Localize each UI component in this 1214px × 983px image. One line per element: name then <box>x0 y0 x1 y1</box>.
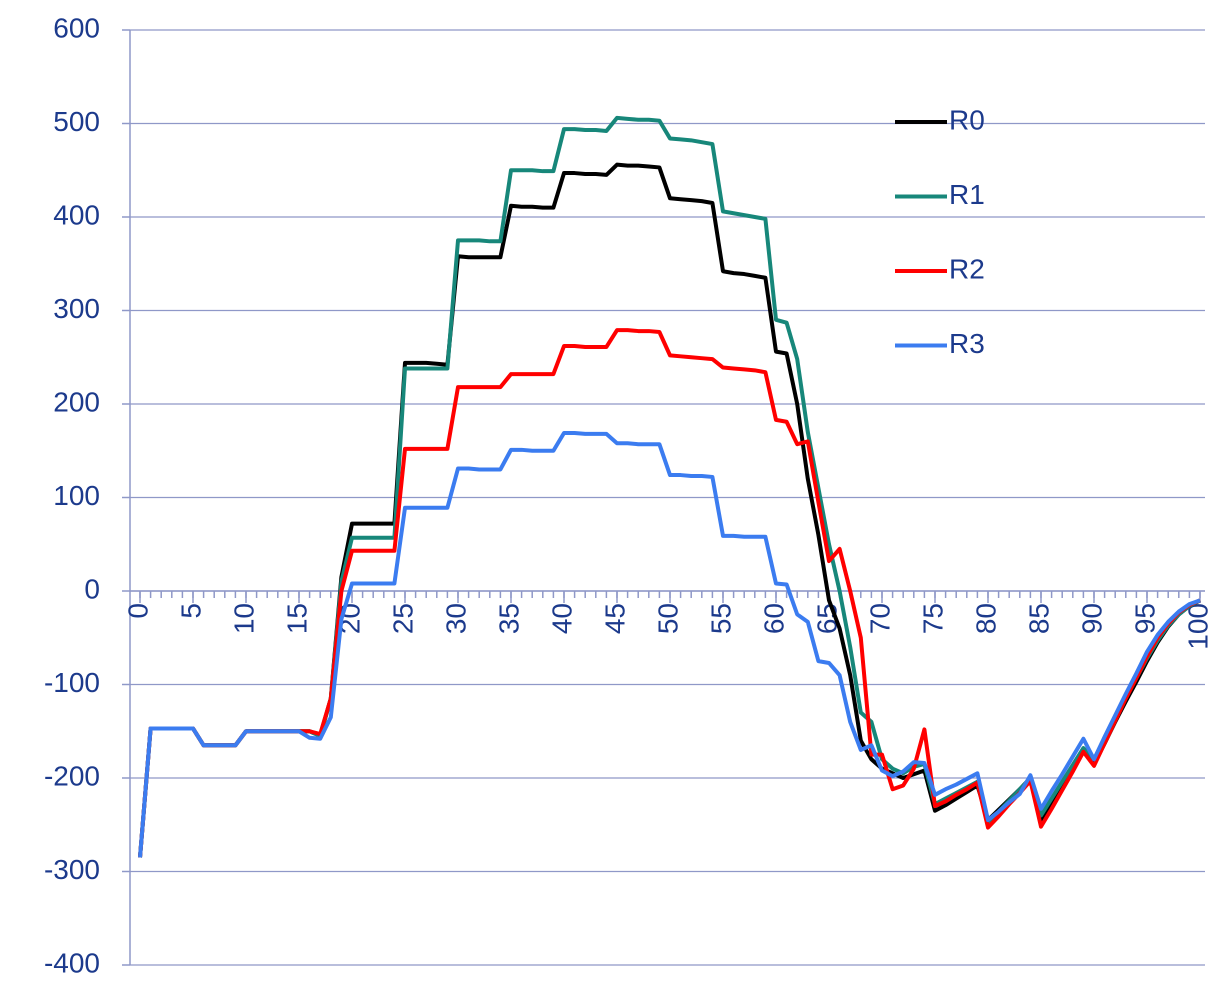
legend-label: R1 <box>949 179 985 210</box>
y-tick-label: 400 <box>53 199 100 230</box>
x-tick-label: 75 <box>917 603 948 634</box>
y-tick-label: 300 <box>53 293 100 324</box>
x-tick-label: 80 <box>970 603 1001 634</box>
legend-label: R3 <box>949 328 985 359</box>
x-tick-label: 90 <box>1076 603 1107 634</box>
y-tick-label: 100 <box>53 480 100 511</box>
y-tick-label: -100 <box>44 667 100 698</box>
x-tick-label: 5 <box>175 603 206 619</box>
x-tick-label: 30 <box>440 603 471 634</box>
y-tick-label: 500 <box>53 106 100 137</box>
y-tick-label: -300 <box>44 854 100 885</box>
x-tick-label: 45 <box>599 603 630 634</box>
legend-label: R2 <box>949 253 985 284</box>
x-tick-label: 10 <box>228 603 259 634</box>
x-tick-label: 95 <box>1129 603 1160 634</box>
series-line <box>138 162 1201 858</box>
legend-label: R0 <box>949 104 985 135</box>
x-tick-label: 0 <box>122 603 153 619</box>
y-tick-label: 600 <box>53 12 100 43</box>
y-tick-label: -400 <box>44 947 100 978</box>
y-tick-label: 0 <box>84 573 100 604</box>
x-tick-label: 85 <box>1023 603 1054 634</box>
x-tick-label: 50 <box>652 603 683 634</box>
x-tick-label: 55 <box>705 603 736 634</box>
y-tick-label: 200 <box>53 386 100 417</box>
x-tick-label: 40 <box>546 603 577 634</box>
x-tick-label: 25 <box>387 603 418 634</box>
y-tick-label: -200 <box>44 760 100 791</box>
series-line <box>138 430 1201 858</box>
x-tick-label: 100 <box>1182 603 1213 650</box>
x-tick-label: 15 <box>281 603 312 634</box>
series-line <box>138 115 1201 858</box>
x-tick-label: 70 <box>864 603 895 634</box>
x-tick-label: 35 <box>493 603 524 634</box>
x-tick-label: 60 <box>758 603 789 634</box>
